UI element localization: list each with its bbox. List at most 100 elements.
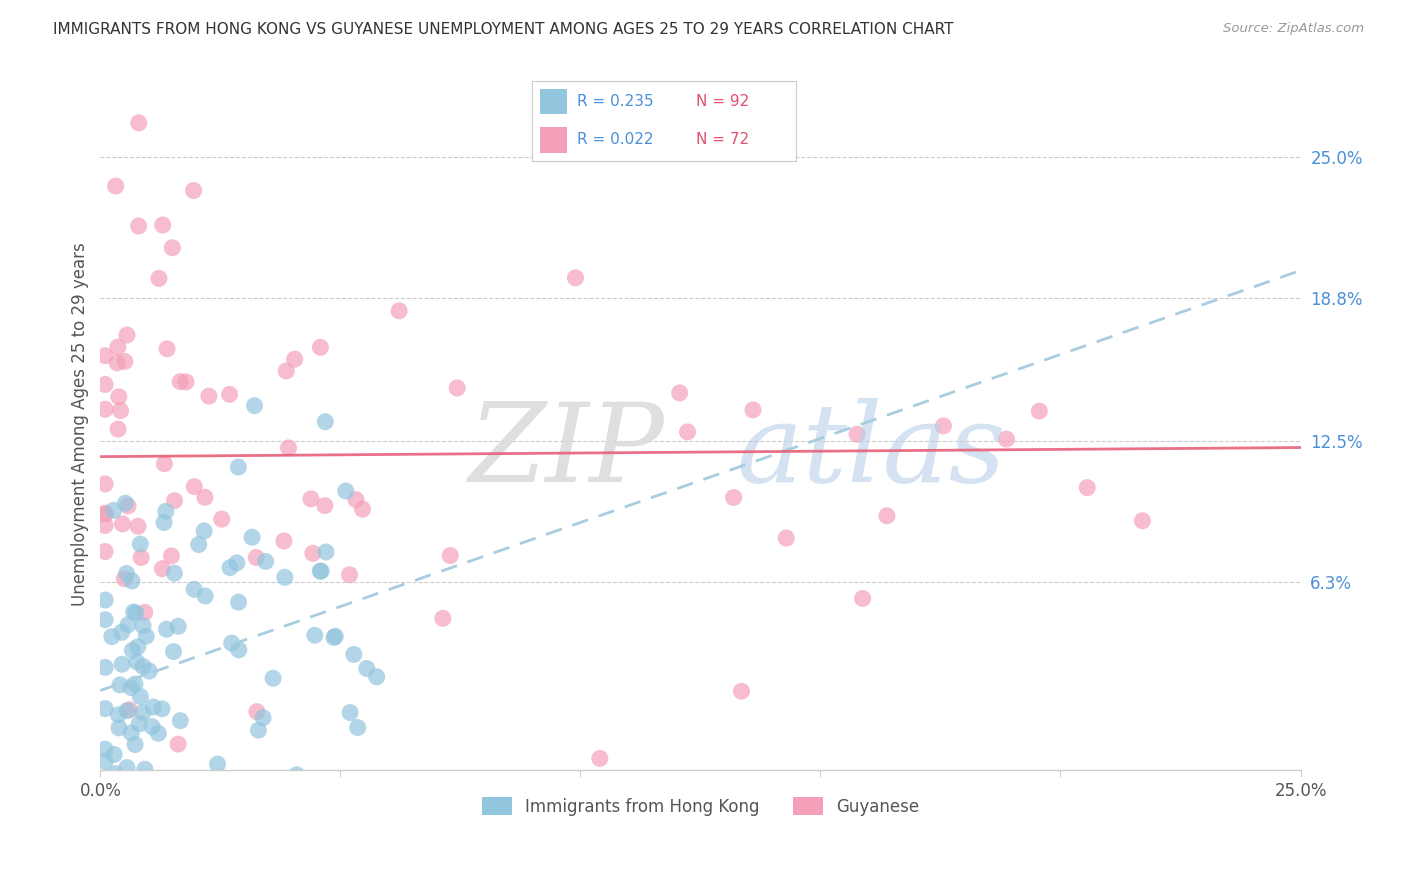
Point (388, 303, 411, 318)
Point (114, 354, 136, 368)
Y-axis label: Unemployment Among Ages 25 to 29 years: Unemployment Among Ages 25 to 29 years (72, 242, 89, 606)
Point (129, 537, 152, 551)
Point (94, 701, 117, 715)
Point (309, 564, 332, 578)
Point (228, 642, 250, 657)
Point (120, 681, 142, 695)
Point (207, 757, 229, 772)
Point (94, 506, 117, 520)
Point (94, 791, 117, 805)
Point (439, 549, 461, 563)
Point (125, 606, 148, 620)
Point (115, 704, 138, 718)
Point (299, 491, 322, 506)
Point (668, 385, 690, 400)
Point (134, 762, 156, 776)
Point (134, 606, 156, 620)
Point (128, 219, 150, 233)
Point (174, 375, 197, 389)
Point (142, 700, 165, 714)
Point (183, 184, 205, 198)
Point (94, 660, 117, 674)
Point (155, 622, 177, 636)
Point (124, 677, 146, 691)
Point (301, 546, 323, 560)
Point (157, 796, 180, 810)
Point (366, 670, 388, 684)
Point (150, 702, 173, 716)
Point (117, 617, 139, 632)
Point (225, 556, 247, 570)
Point (156, 342, 179, 356)
Point (254, 554, 277, 568)
Point (339, 567, 361, 582)
Point (1076, 481, 1098, 495)
Point (218, 387, 240, 401)
Point (108, 721, 131, 735)
Point (127, 640, 149, 654)
Point (107, 340, 129, 354)
Point (150, 562, 173, 576)
Point (115, 328, 138, 343)
Point (775, 531, 797, 545)
Point (138, 664, 160, 678)
Point (589, 751, 612, 765)
Point (122, 605, 145, 619)
Point (132, 619, 155, 633)
Point (153, 516, 176, 530)
Point (723, 491, 745, 505)
Point (876, 508, 898, 523)
Point (269, 820, 291, 834)
Point (339, 706, 361, 720)
Point (163, 566, 186, 581)
Point (352, 502, 374, 516)
Point (314, 415, 336, 429)
Point (94, 755, 117, 769)
Point (101, 630, 124, 644)
Point (167, 737, 190, 751)
Point (94, 349, 117, 363)
Point (115, 761, 138, 775)
Point (148, 271, 170, 285)
Point (344, 492, 367, 507)
Point (117, 499, 139, 513)
Point (323, 629, 346, 643)
Point (432, 611, 454, 625)
Point (186, 806, 208, 821)
Point (183, 582, 205, 597)
Point (335, 483, 357, 498)
Point (94, 593, 117, 607)
Point (193, 524, 215, 538)
Point (1028, 404, 1050, 418)
Point (94, 402, 117, 417)
Point (284, 352, 307, 367)
Point (111, 516, 134, 531)
Point (120, 726, 142, 740)
Point (160, 549, 183, 563)
Text: IMMIGRANTS FROM HONG KONG VS GUYANESE UNEMPLOYMENT AMONG AGES 25 TO 29 YEARS COR: IMMIGRANTS FROM HONG KONG VS GUYANESE UN… (53, 22, 953, 37)
Point (121, 643, 143, 657)
Point (163, 493, 186, 508)
Point (187, 537, 209, 551)
Point (124, 738, 146, 752)
Point (103, 747, 125, 762)
Point (852, 591, 875, 606)
Point (169, 714, 191, 728)
Point (314, 499, 336, 513)
Point (224, 796, 246, 810)
Point (114, 496, 136, 510)
Point (104, 179, 127, 194)
Point (107, 422, 129, 436)
Point (176, 835, 198, 849)
Point (247, 723, 270, 738)
Point (107, 707, 129, 722)
Point (132, 706, 155, 720)
Point (111, 657, 134, 672)
Point (730, 684, 752, 698)
Point (115, 566, 138, 581)
Point (446, 381, 468, 395)
Point (94, 377, 117, 392)
Point (245, 550, 267, 565)
Point (110, 403, 132, 417)
Point (152, 218, 174, 232)
